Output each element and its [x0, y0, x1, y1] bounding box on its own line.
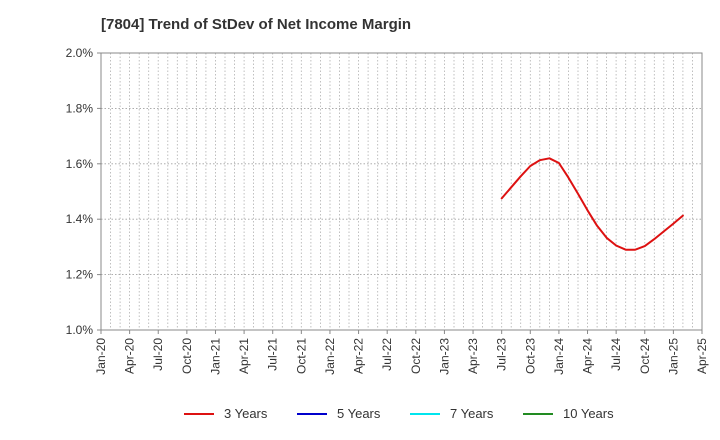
series-lines — [500, 157, 684, 251]
legend-item-10-years: 10 Years — [523, 406, 614, 421]
x-tick-label: Oct-24 — [638, 338, 652, 374]
y-tick-label: 1.2% — [66, 268, 94, 282]
x-tick-label: Apr-21 — [237, 338, 251, 374]
grid — [101, 53, 702, 330]
legend-item-3-years: 3 Years — [184, 406, 267, 421]
legend-label: 10 Years — [563, 406, 614, 421]
legend-label: 5 Years — [337, 406, 381, 421]
x-tick-label: Jan-21 — [209, 338, 223, 375]
y-tick-label: 1.6% — [66, 157, 94, 171]
x-tick-label: Jan-20 — [94, 338, 108, 375]
chart-title: [7804] Trend of StDev of Net Income Marg… — [101, 16, 412, 33]
x-tick-label: Jul-24 — [609, 338, 623, 371]
legend-label: 7 Years — [450, 406, 494, 421]
legend-swatch — [297, 412, 327, 415]
x-tick-label: Jan-23 — [437, 338, 451, 375]
y-tick-label: 2.0% — [66, 46, 94, 60]
plot-frame — [100, 52, 703, 331]
legend-swatch — [523, 412, 553, 415]
x-tick-label: Jul-22 — [380, 338, 394, 371]
legend: 3 Years 5 Years 7 Years 10 Years — [0, 406, 720, 426]
x-tick-label: Jan-25 — [666, 338, 680, 375]
x-tick-label: Jul-21 — [266, 338, 280, 371]
series-line-3-years — [500, 157, 684, 251]
x-tick-label: Oct-20 — [180, 338, 194, 374]
legend-swatch — [410, 412, 440, 415]
x-tick-label: Apr-25 — [695, 338, 709, 374]
axes: 1.0% 1.2% 1.4% 1.6% 1.8% 2.0% Jan-20 Apr-20 Jul-… — [66, 46, 709, 375]
x-tick-label: Jul-23 — [495, 338, 509, 371]
x-tick-label: Apr-24 — [581, 338, 595, 374]
y-tick-label: 1.0% — [66, 323, 94, 337]
y-tick-label: 1.4% — [66, 212, 94, 226]
x-tick-label: Jan-22 — [323, 338, 337, 375]
x-tick-label: Jan-24 — [552, 338, 566, 375]
x-tick-label: Oct-21 — [294, 338, 308, 374]
legend-item-7-years: 7 Years — [410, 406, 493, 421]
x-tick-label: Apr-23 — [466, 338, 480, 374]
legend-item-5-years: 5 Years — [297, 406, 380, 421]
x-tick-label: Jul-20 — [151, 338, 165, 371]
legend-label: 3 Years — [224, 406, 268, 421]
legend-swatch — [184, 412, 214, 415]
x-tick-label: Oct-23 — [523, 338, 537, 374]
x-tick-label: Apr-20 — [123, 338, 137, 374]
y-tick-label: 1.8% — [66, 101, 94, 115]
x-tick-label: Oct-22 — [409, 338, 423, 374]
x-tick-label: Apr-22 — [352, 338, 366, 374]
